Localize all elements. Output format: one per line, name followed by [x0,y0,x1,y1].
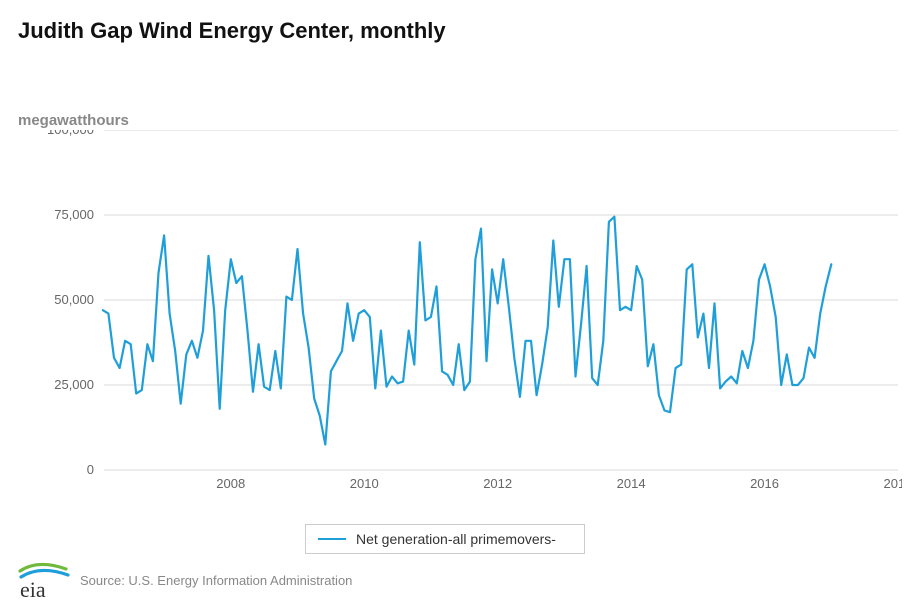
x-tick-label: 2010 [350,476,379,490]
legend-line-swatch [318,538,346,540]
x-tick-label: 2012 [483,476,512,490]
y-tick-label: 50,000 [54,292,94,307]
line-chart: 0 25,000 50,000 75,000 100,000 2008 2010 2012 20… [18,130,902,490]
eia-logo: eia [18,561,70,601]
footer: eia Source: U.S. Energy Information Admi… [18,561,352,601]
y-tick-label: 75,000 [54,207,94,222]
source-attribution: Source: U.S. Energy Information Administ… [80,573,352,590]
legend: Net generation-all primemovers- [305,524,585,554]
logo-text: eia [20,577,46,601]
y-tick-label: 25,000 [54,377,94,392]
page-title: Judith Gap Wind Energy Center, monthly [18,18,446,44]
y-tick-label: 0 [87,462,94,477]
y-tick-label: 100,000 [47,130,94,137]
x-tick-label: 2008 [216,476,245,490]
legend-label: Net generation-all primemovers- [356,531,556,547]
series-line [103,217,831,445]
chart-area: 0 25,000 50,000 75,000 100,000 2008 2010 2012 20… [18,130,902,490]
x-tick-label: 2018 [884,476,902,490]
x-tick-label: 2016 [750,476,779,490]
y-axis-label: megawatthours [18,112,129,129]
x-tick-label: 2014 [617,476,646,490]
